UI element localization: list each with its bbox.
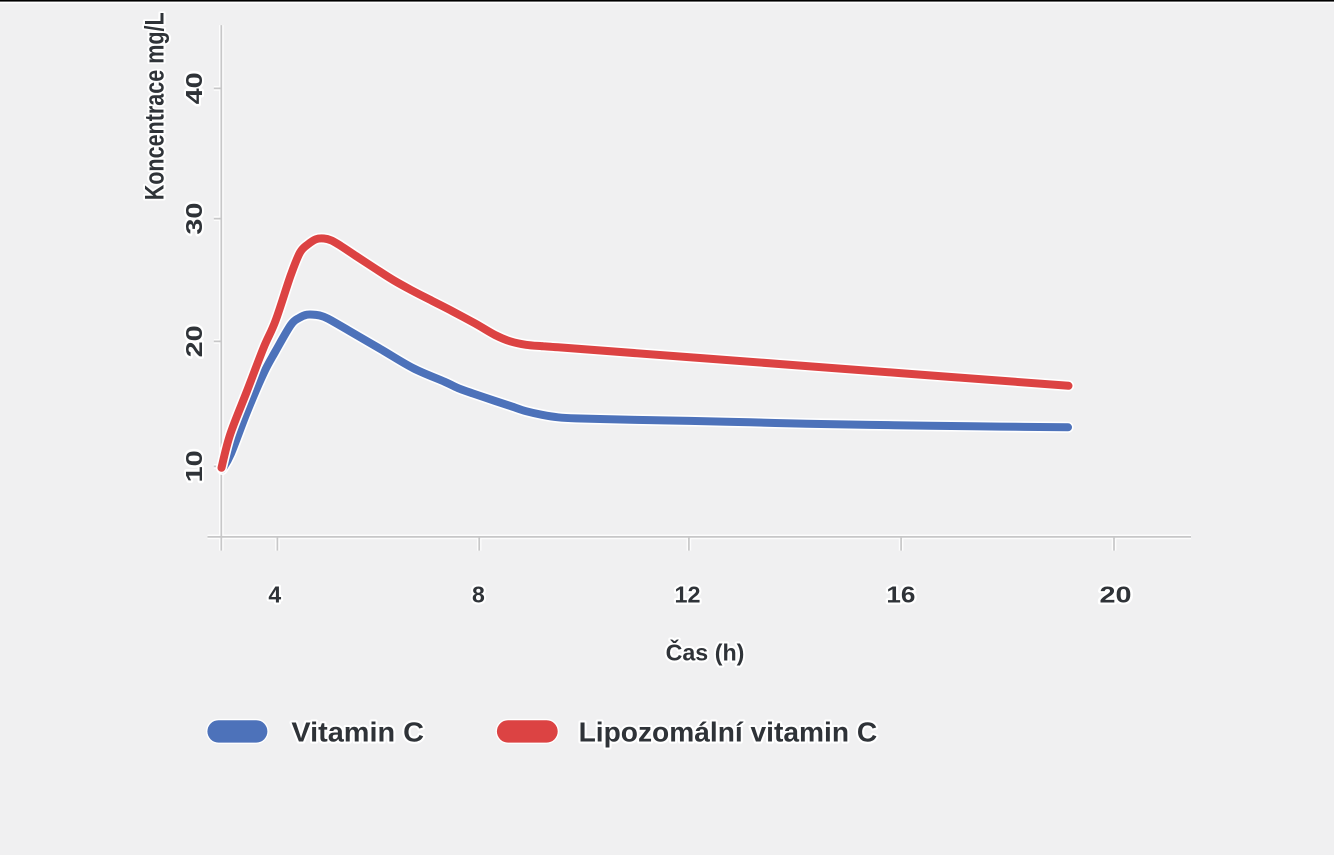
svg-text:Koncentrace mg/L: Koncentrace mg/L [140, 12, 170, 200]
svg-text:8: 8 [472, 582, 485, 608]
svg-text:30: 30 [181, 203, 207, 235]
svg-text:20: 20 [181, 325, 207, 357]
svg-text:Vitamin C: Vitamin C [291, 717, 424, 748]
svg-text:12: 12 [675, 582, 701, 608]
svg-text:Lipozomální vitamin C: Lipozomální vitamin C [579, 717, 878, 748]
svg-text:10: 10 [181, 450, 207, 482]
svg-text:40: 40 [181, 72, 207, 104]
svg-text:20: 20 [1100, 582, 1132, 608]
svg-text:16: 16 [886, 582, 915, 608]
svg-text:4: 4 [268, 582, 281, 608]
svg-text:Čas (h): Čas (h) [666, 639, 745, 666]
